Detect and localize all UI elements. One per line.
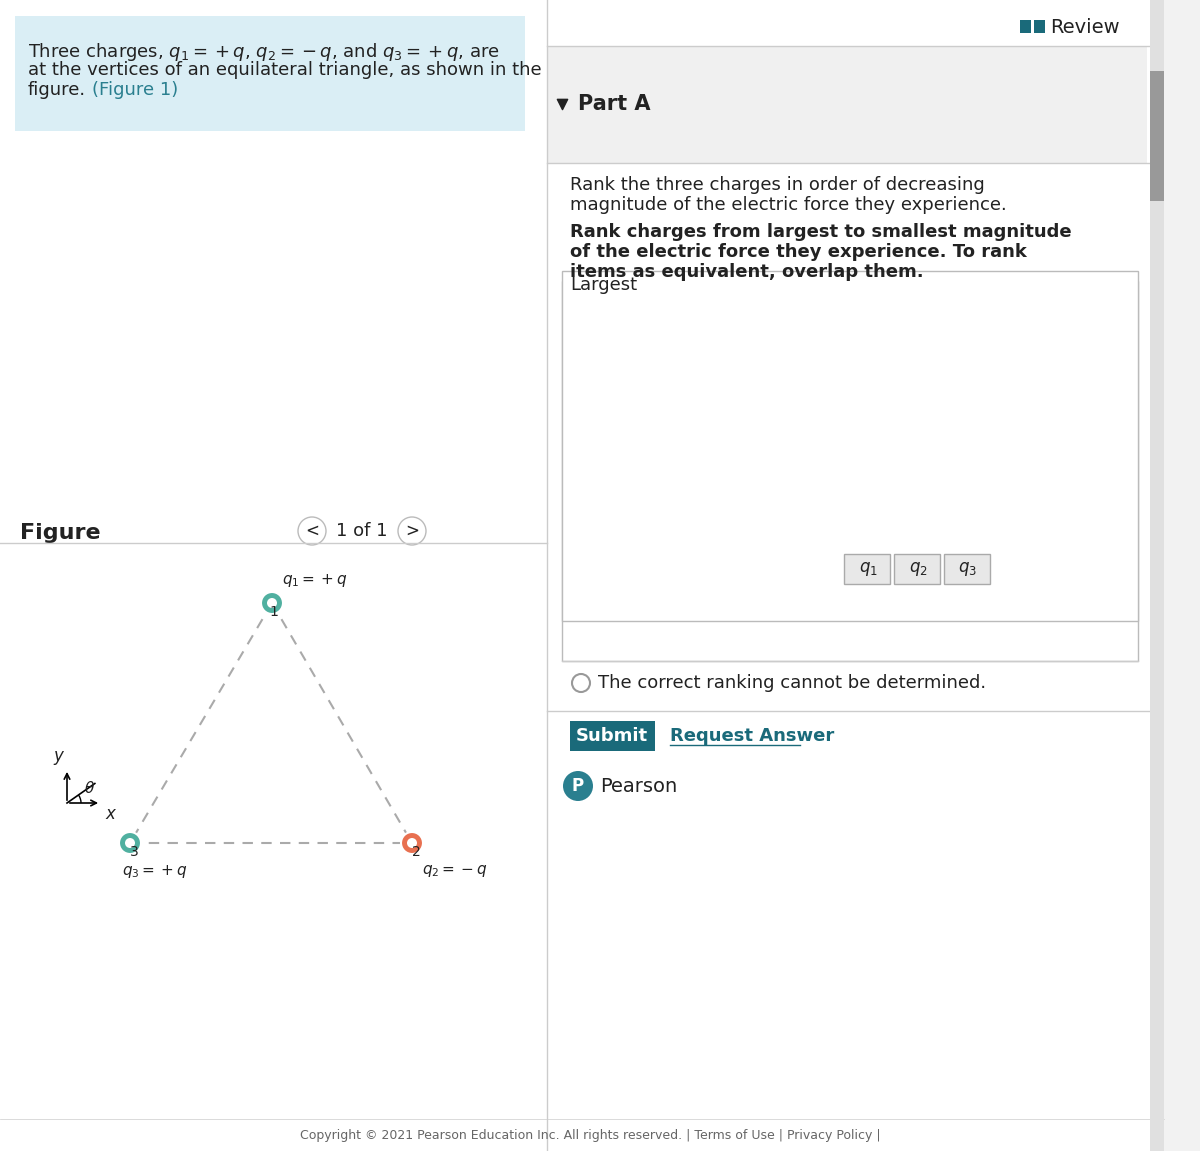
Circle shape — [563, 771, 593, 801]
FancyBboxPatch shape — [1150, 71, 1164, 201]
Text: <: < — [305, 523, 319, 540]
Text: 2: 2 — [412, 845, 420, 859]
Text: Part A: Part A — [578, 94, 650, 114]
Text: 3: 3 — [130, 845, 138, 859]
Text: $q_2 = -q$: $q_2 = -q$ — [422, 863, 487, 879]
Text: $q_1$: $q_1$ — [858, 561, 877, 578]
Text: y: y — [53, 747, 64, 765]
Text: Review: Review — [1050, 17, 1120, 37]
Circle shape — [407, 838, 418, 848]
Text: 1: 1 — [270, 605, 278, 619]
Text: (Figure 1): (Figure 1) — [92, 81, 179, 99]
FancyBboxPatch shape — [0, 0, 547, 1151]
Bar — [1020, 20, 1031, 33]
FancyBboxPatch shape — [562, 270, 1138, 622]
FancyBboxPatch shape — [547, 46, 1147, 163]
Text: Pearson: Pearson — [600, 777, 677, 795]
Circle shape — [266, 599, 277, 608]
Circle shape — [398, 517, 426, 546]
FancyBboxPatch shape — [547, 0, 1157, 1151]
Circle shape — [401, 832, 424, 854]
FancyBboxPatch shape — [844, 554, 890, 584]
Text: $\theta$: $\theta$ — [84, 780, 95, 796]
FancyBboxPatch shape — [1150, 0, 1164, 1151]
Text: Figure: Figure — [20, 523, 101, 543]
Circle shape — [298, 517, 326, 546]
FancyBboxPatch shape — [14, 16, 526, 131]
Text: $q_3 = +q$: $q_3 = +q$ — [122, 863, 187, 881]
Text: Rank the three charges in order of decreasing: Rank the three charges in order of decre… — [570, 176, 985, 195]
Circle shape — [572, 674, 590, 692]
Text: at the vertices of an equilateral triangle, as shown in the: at the vertices of an equilateral triang… — [28, 61, 541, 79]
Text: items as equivalent, overlap them.: items as equivalent, overlap them. — [570, 262, 924, 281]
Text: $q_1 = +q$: $q_1 = +q$ — [282, 572, 348, 589]
Text: Three charges, $q_1 = +q$, $q_2 = -q$, and $q_3 = +q$, are: Three charges, $q_1 = +q$, $q_2 = -q$, a… — [28, 41, 500, 63]
Bar — [1034, 20, 1045, 33]
Text: 1 of 1: 1 of 1 — [336, 523, 388, 540]
Text: magnitude of the electric force they experience.: magnitude of the electric force they exp… — [570, 196, 1007, 214]
FancyBboxPatch shape — [894, 554, 940, 584]
FancyBboxPatch shape — [570, 721, 655, 750]
Text: figure.: figure. — [28, 81, 86, 99]
Text: $q_2$: $q_2$ — [908, 561, 928, 578]
Text: Largest: Largest — [570, 276, 637, 294]
Text: P: P — [572, 777, 584, 795]
Point — [552, 94, 571, 113]
Text: Request Answer: Request Answer — [670, 727, 834, 745]
Text: The correct ranking cannot be determined.: The correct ranking cannot be determined… — [598, 674, 986, 692]
Circle shape — [119, 832, 142, 854]
Text: of the electric force they experience. To rank: of the electric force they experience. T… — [570, 243, 1027, 261]
Text: Rank charges from largest to smallest magnitude: Rank charges from largest to smallest ma… — [570, 223, 1072, 241]
FancyBboxPatch shape — [944, 554, 990, 584]
Circle shape — [262, 592, 283, 613]
Text: x: x — [106, 805, 115, 823]
Text: >: > — [406, 523, 419, 540]
Text: $q_3$: $q_3$ — [959, 561, 978, 578]
FancyBboxPatch shape — [562, 281, 1138, 661]
Text: Submit: Submit — [576, 727, 648, 745]
Text: Copyright © 2021 Pearson Education Inc. All rights reserved. | Terms of Use | Pr: Copyright © 2021 Pearson Education Inc. … — [300, 1128, 881, 1142]
Circle shape — [125, 838, 134, 848]
